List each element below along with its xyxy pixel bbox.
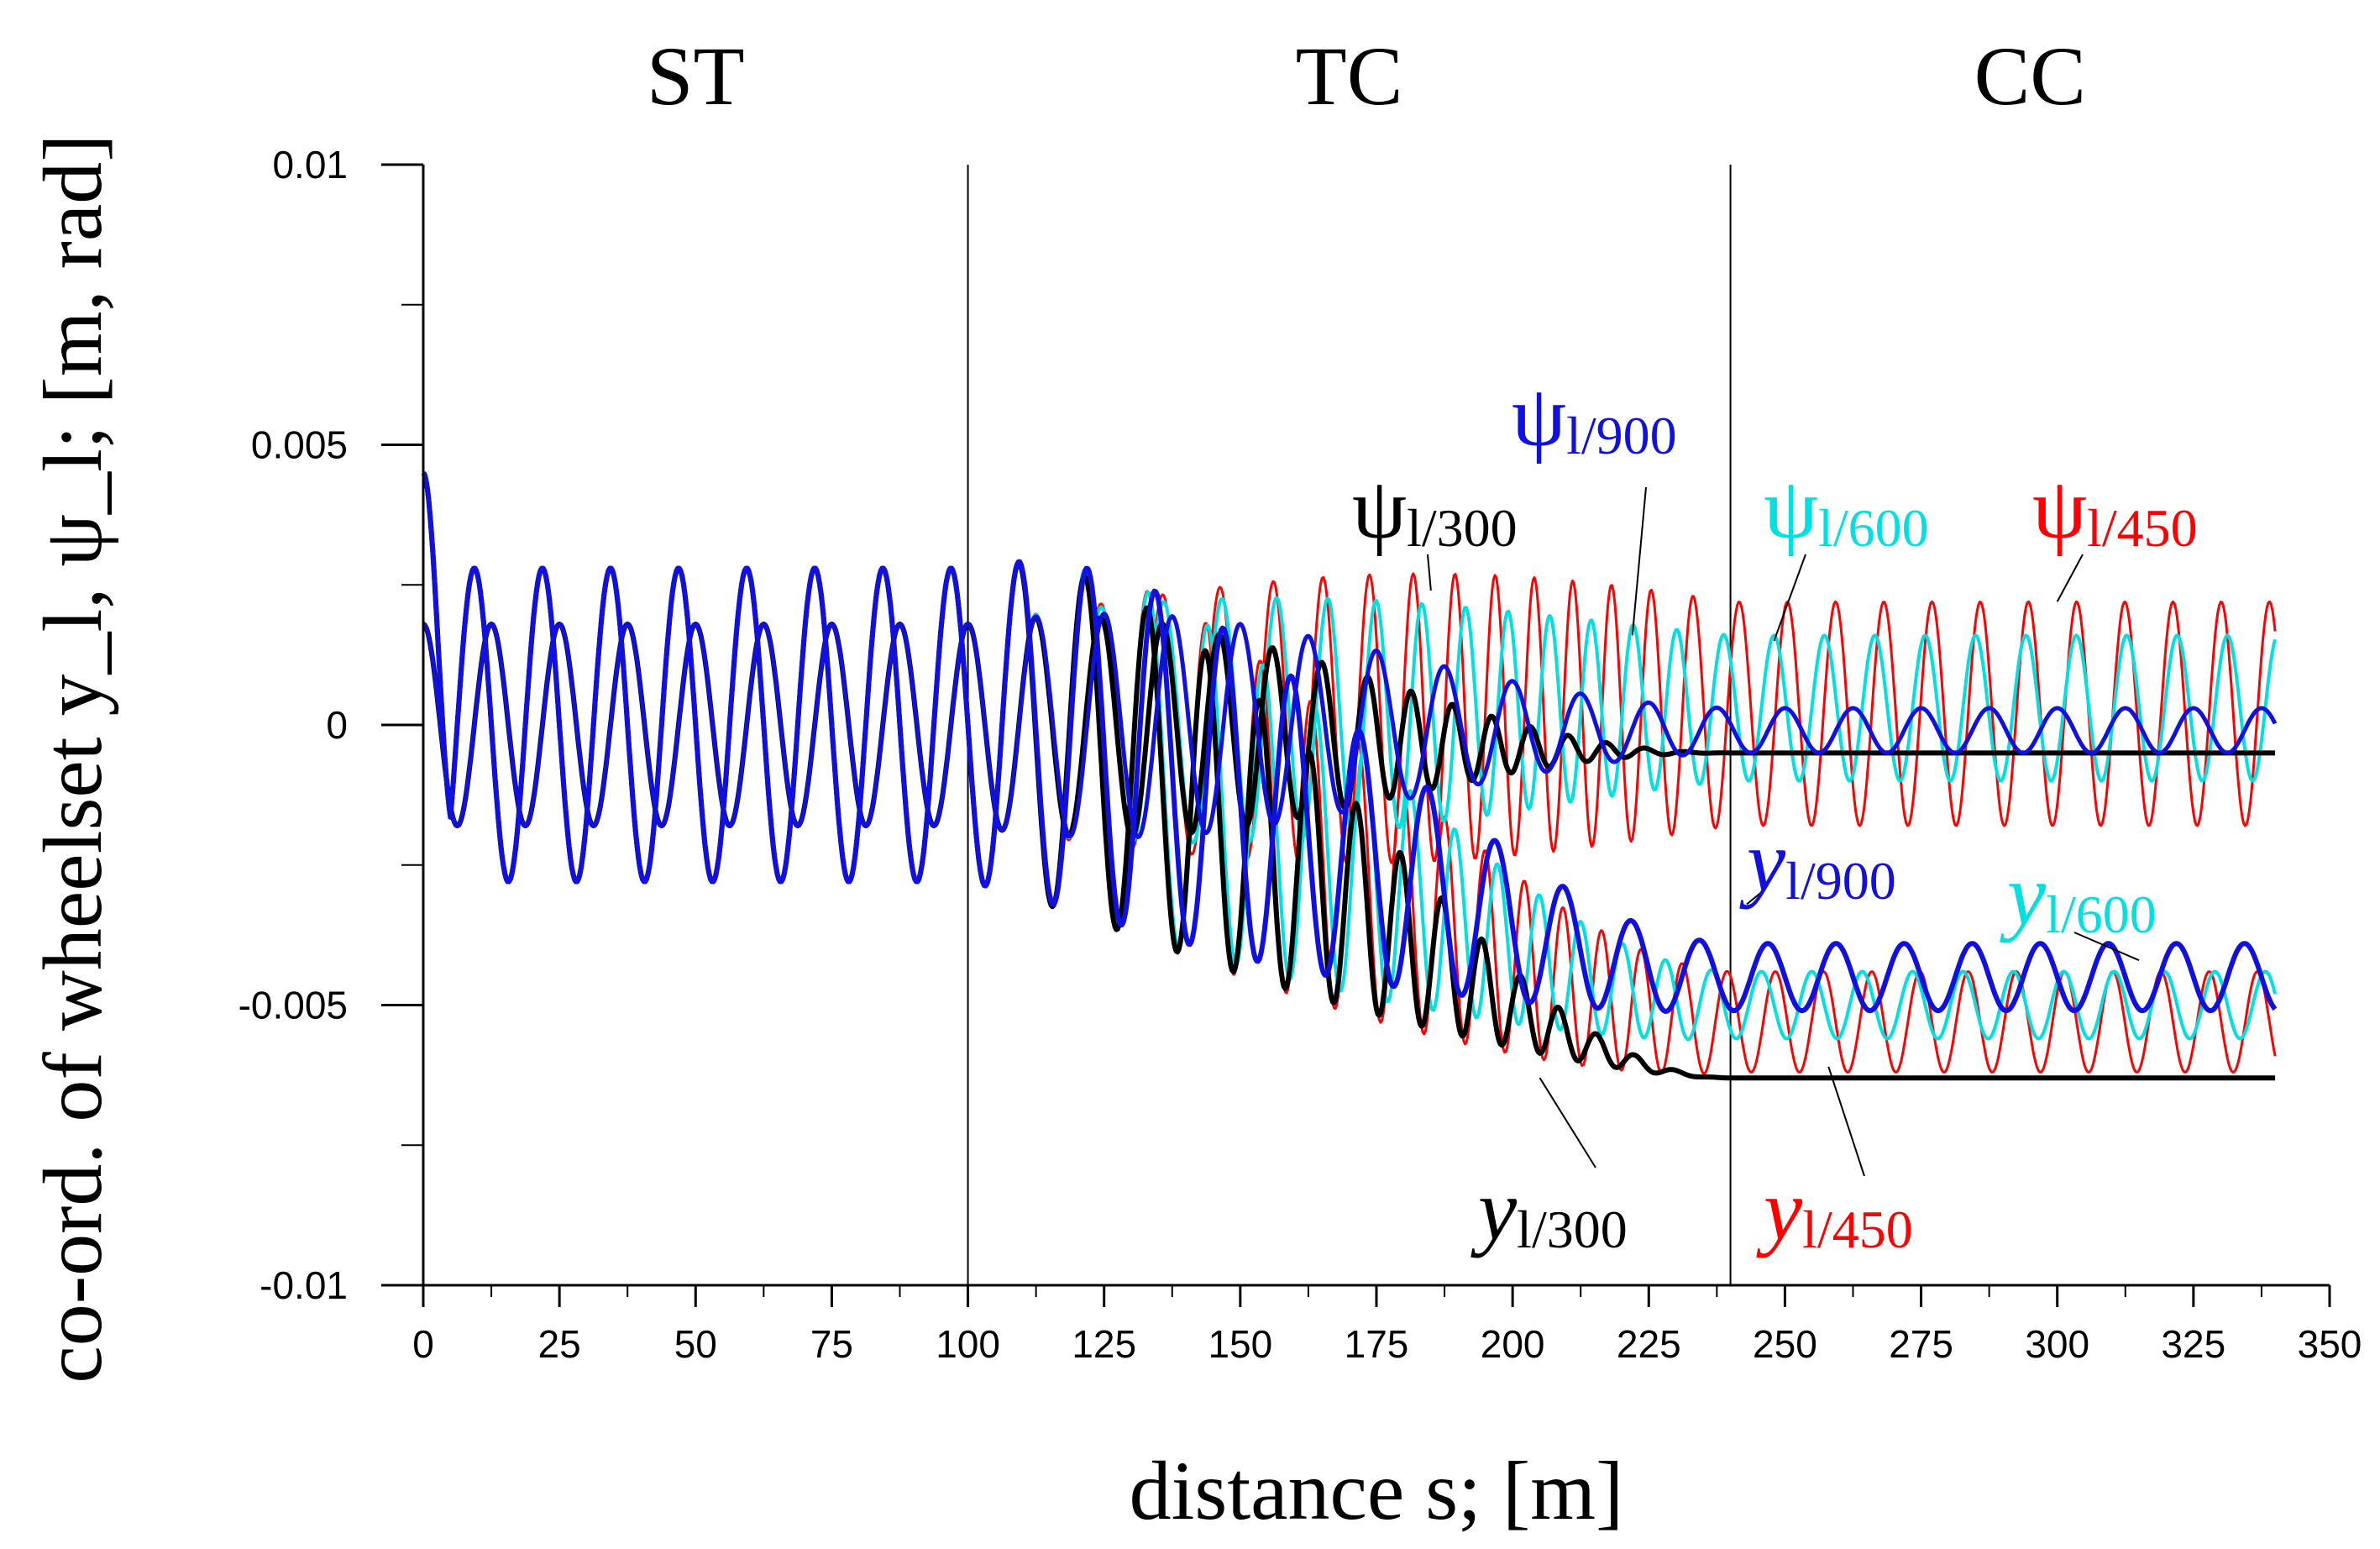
annotation-leader — [2073, 932, 2140, 962]
x-tick-label: 275 — [1889, 1322, 1953, 1366]
x-tick-label: 325 — [2161, 1322, 2225, 1366]
x-tick-label: 125 — [1072, 1322, 1136, 1366]
curve-label: yl/300 — [1470, 1162, 1628, 1259]
curve-label: yl/600 — [2000, 847, 2157, 944]
curves — [421, 471, 2278, 1081]
x-tick-label: 25 — [538, 1322, 581, 1366]
y-tick-label: -0.005 — [239, 984, 348, 1027]
annotation-leader — [1631, 486, 1647, 636]
y-tick-label: 0.005 — [251, 423, 348, 467]
region-label: TC — [1296, 29, 1403, 123]
x-tick-label: 150 — [1208, 1322, 1272, 1366]
region-label: CC — [1974, 29, 2086, 123]
x-tick-label: 225 — [1617, 1322, 1681, 1366]
annotation-leader — [1746, 890, 1764, 906]
y-ticks: 0.01 0.005 0 -0.005 -0.01 — [239, 143, 423, 1307]
y-tick-label: 0 — [326, 703, 348, 747]
x-axis-title: distance s; [m] — [1130, 1444, 1624, 1537]
curve-label: ψl/450 — [2032, 460, 2198, 558]
curve-label: ψl/600 — [1764, 460, 1929, 558]
annotation-leader — [1773, 554, 1806, 642]
axes: 0 25 50 75 100 125 150 175 200 225 250 275 300 325 350… — [239, 143, 2362, 1366]
x-tick-label: 50 — [674, 1322, 717, 1366]
annotation-leader — [1539, 1077, 1596, 1168]
x-tick-label: 300 — [2025, 1322, 2089, 1366]
y-tick-label: 0.01 — [272, 143, 348, 186]
curve-label: yl/900 — [1739, 813, 1896, 911]
x-tick-label: 175 — [1345, 1322, 1409, 1366]
x-tick-label: 250 — [1753, 1322, 1817, 1366]
y-axis-title: co-ord. of wheelset y_l, ψ_l; [m, rad] — [26, 134, 119, 1383]
curve-label: ψl/900 — [1512, 368, 1677, 465]
x-tick-label: 200 — [1481, 1322, 1545, 1366]
series-line — [421, 471, 2278, 1014]
x-tick-label: 75 — [810, 1322, 853, 1366]
annotation-leaders — [1427, 486, 2140, 1177]
region-label: ST — [647, 29, 745, 123]
curve-label: ψl/300 — [1352, 460, 1518, 558]
x-tick-label: 350 — [2298, 1322, 2362, 1366]
annotation-leader — [1427, 554, 1432, 591]
x-ticks: 0 25 50 75 100 125 150 175 200 225 250 275 300 325 350 — [412, 1285, 2362, 1366]
y-tick-label: -0.01 — [259, 1263, 348, 1307]
region-labels: ST TC CC — [647, 29, 2086, 123]
annotation-leader — [1827, 1066, 1865, 1177]
x-tick-label: 0 — [412, 1322, 434, 1366]
curve-label: yl/450 — [1756, 1162, 1913, 1259]
series-line — [422, 612, 2278, 839]
annotation-leader — [2056, 554, 2084, 602]
x-tick-label: 100 — [936, 1322, 1000, 1366]
section-boundaries — [967, 165, 1732, 1285]
